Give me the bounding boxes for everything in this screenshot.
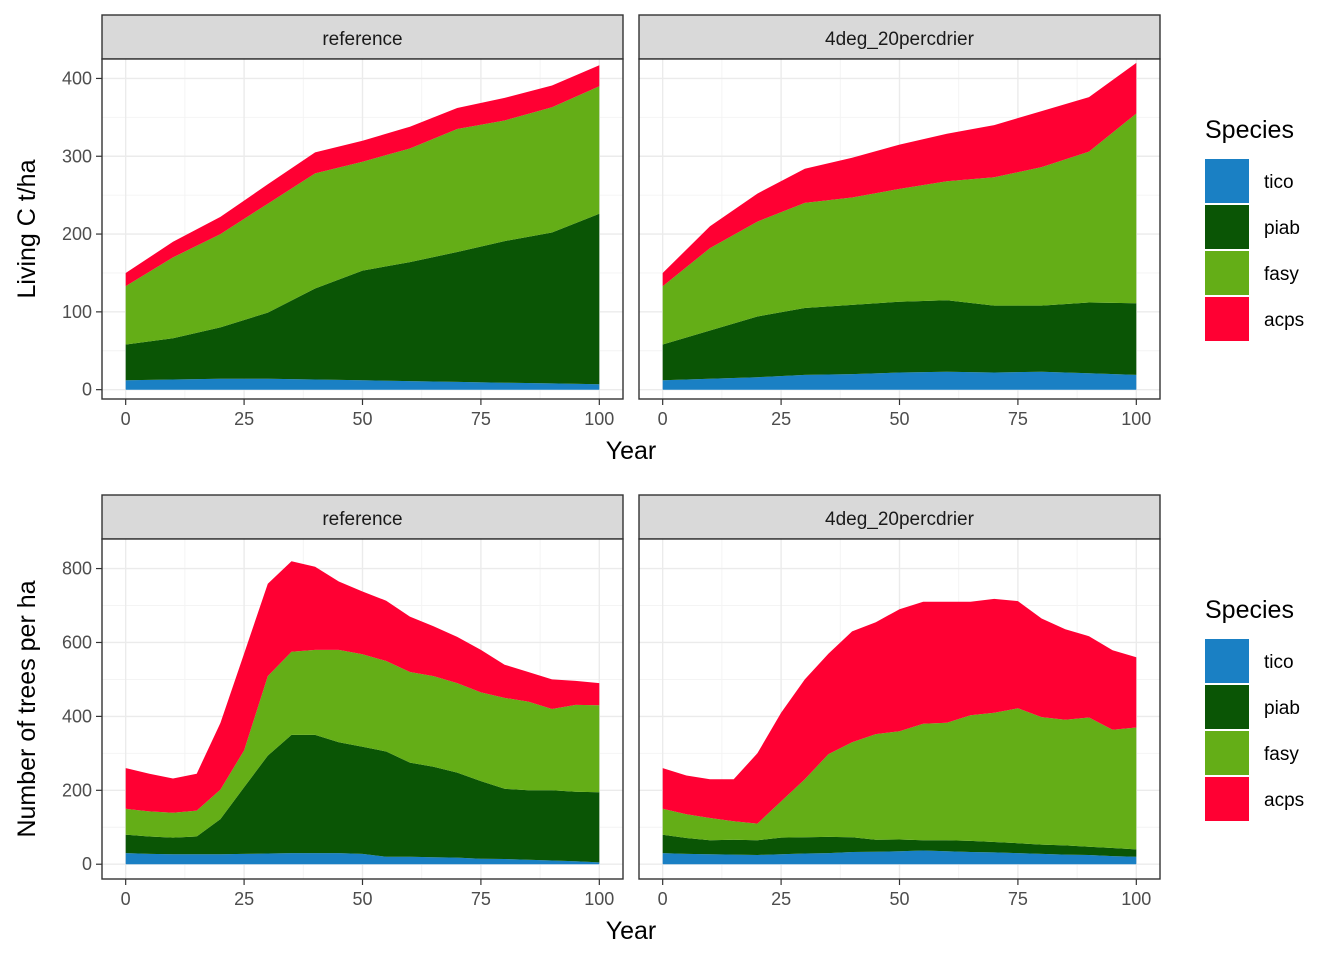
legend-label-fasy: fasy — [1264, 744, 1299, 765]
facet-strip-label: reference — [322, 509, 402, 530]
area-fasy — [125, 649, 600, 838]
trees-per-ha-4deg-20percdrier-panel: 4deg_20percdrier 0 25 50 75 100 — [638, 494, 1161, 909]
x-tick-label: 100 — [584, 409, 614, 429]
y-axis-title: Number of trees per ha — [13, 580, 41, 837]
x-tick-label: 75 — [471, 889, 491, 909]
legend-key-fasy — [1205, 731, 1249, 775]
legend-title: Species — [1205, 596, 1294, 624]
x-tick-label: 75 — [1008, 409, 1028, 429]
x-tick-label: 0 — [658, 889, 668, 909]
x-tick-label: 0 — [121, 889, 131, 909]
area-tico — [125, 378, 600, 390]
legend-key-fasy — [1205, 251, 1249, 295]
area-tico — [125, 853, 600, 865]
y-tick-label: 200 — [62, 780, 92, 800]
x-tick-label: 100 — [584, 889, 614, 909]
area-piab — [662, 834, 1137, 857]
area-fasy — [662, 708, 1137, 850]
area-piab — [125, 213, 600, 385]
legend-label-tico: tico — [1264, 652, 1294, 673]
legend: Species tico piab fasy acps — [1205, 116, 1304, 341]
area-tico — [662, 850, 1137, 865]
area-acps — [125, 561, 600, 813]
legend: Species tico piab fasy acps — [1205, 596, 1304, 821]
trees-per-ha-chart: reference 0 25 50 75 100 0 200 400 600 800 4deg_2… — [13, 494, 1304, 945]
y-axis-title: Living C t/ha — [13, 159, 41, 298]
area-tico — [662, 371, 1137, 390]
area-piab — [662, 300, 1137, 381]
x-tick-label: 0 — [658, 409, 668, 429]
x-tick-label: 25 — [771, 889, 791, 909]
legend-label-piab: piab — [1264, 698, 1300, 719]
y-tick-label: 600 — [62, 632, 92, 652]
legend-key-piab — [1205, 685, 1249, 729]
y-tick-label: 400 — [62, 706, 92, 726]
x-axis-title: Year — [606, 437, 657, 465]
facet-strip — [101, 494, 624, 540]
trees-per-ha-reference-panel: reference 0 25 50 75 100 0 200 400 600 800 — [62, 494, 624, 909]
legend-label-piab: piab — [1264, 218, 1300, 239]
x-tick-label: 100 — [1121, 409, 1151, 429]
legend-label-acps: acps — [1264, 790, 1304, 811]
x-tick-label: 100 — [1121, 889, 1151, 909]
x-tick-label: 50 — [889, 889, 909, 909]
x-tick-label: 50 — [352, 889, 372, 909]
legend-key-piab — [1205, 205, 1249, 249]
legend-label-tico: tico — [1264, 172, 1294, 193]
x-axis-title: Year — [606, 917, 657, 945]
legend-label-fasy: fasy — [1264, 264, 1299, 285]
area-piab — [125, 734, 600, 863]
y-tick-label: 400 — [62, 68, 92, 88]
legend-key-acps — [1205, 297, 1249, 341]
y-tick-label: 200 — [62, 224, 92, 244]
x-tick-label: 25 — [234, 409, 254, 429]
area-acps — [662, 62, 1137, 287]
facet-strip-label: reference — [322, 29, 402, 50]
x-tick-label: 25 — [234, 889, 254, 909]
living-carbon-chart: reference 0 25 50 75 100 0 100 200 300 400 4deg_2… — [13, 14, 1304, 465]
facet-strip — [101, 14, 624, 60]
y-tick-label: 100 — [62, 302, 92, 322]
facet-strip-label: 4deg_20percdrier — [825, 29, 975, 50]
living-carbon-reference-panel: reference 0 25 50 75 100 0 100 200 300 400 — [62, 14, 624, 429]
living-carbon-4deg-20percdrier-panel: 4deg_20percdrier 0 25 50 75 100 — [638, 14, 1161, 429]
legend-label-acps: acps — [1264, 310, 1304, 331]
area-fasy — [125, 86, 600, 345]
legend-key-tico — [1205, 639, 1249, 683]
x-tick-label: 50 — [889, 409, 909, 429]
x-tick-label: 25 — [771, 409, 791, 429]
y-tick-label: 300 — [62, 146, 92, 166]
y-tick-label: 0 — [82, 380, 92, 400]
area-fasy — [662, 113, 1137, 345]
x-tick-label: 0 — [121, 409, 131, 429]
facet-strip-label: 4deg_20percdrier — [825, 509, 975, 530]
legend-key-tico — [1205, 159, 1249, 203]
x-tick-label: 75 — [1008, 889, 1028, 909]
y-tick-label: 0 — [82, 854, 92, 874]
y-tick-label: 800 — [62, 559, 92, 579]
facet-strip — [638, 494, 1161, 540]
x-tick-label: 50 — [352, 409, 372, 429]
legend-key-acps — [1205, 777, 1249, 821]
area-acps — [125, 65, 600, 287]
legend-title: Species — [1205, 116, 1294, 144]
x-tick-label: 75 — [471, 409, 491, 429]
area-acps — [662, 598, 1137, 824]
